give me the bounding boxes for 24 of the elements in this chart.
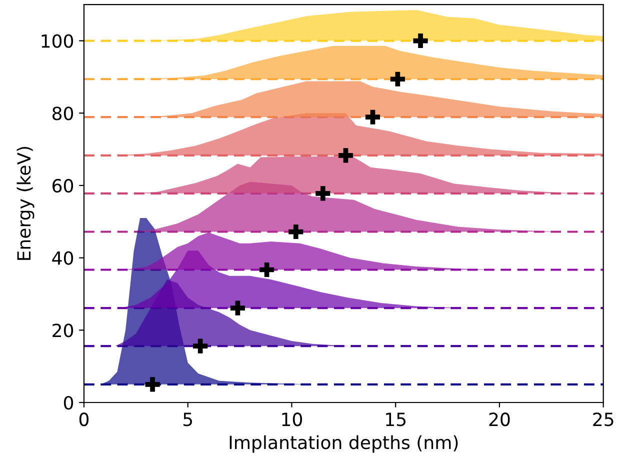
point xyxy=(145,377,160,392)
point xyxy=(193,338,208,354)
x-tick-label: 10 xyxy=(282,412,302,426)
x-tick-label: 5 xyxy=(183,412,192,426)
x-tick-label: 0 xyxy=(79,412,89,426)
point xyxy=(260,262,274,278)
point xyxy=(230,300,245,316)
y-tick-label: 20 xyxy=(52,324,74,338)
point xyxy=(365,110,380,124)
point xyxy=(390,72,405,86)
y-tick-label: 0 xyxy=(64,396,74,410)
y-tick-label: 40 xyxy=(52,251,74,265)
point xyxy=(413,33,428,48)
y-tick-label: 80 xyxy=(52,106,74,120)
x-tick-label: 15 xyxy=(386,412,406,426)
x-axis-title: Implantation depths (nm) xyxy=(230,435,458,453)
point xyxy=(338,148,354,163)
point xyxy=(316,186,330,201)
x-tick-label: 25 xyxy=(593,412,614,426)
y-axis-title: Energy (keV) xyxy=(16,146,34,260)
y-tick-label: 100 xyxy=(42,34,74,48)
point xyxy=(288,224,304,240)
x-tick-label: 20 xyxy=(489,412,510,426)
y-tick-label: 60 xyxy=(52,178,74,193)
